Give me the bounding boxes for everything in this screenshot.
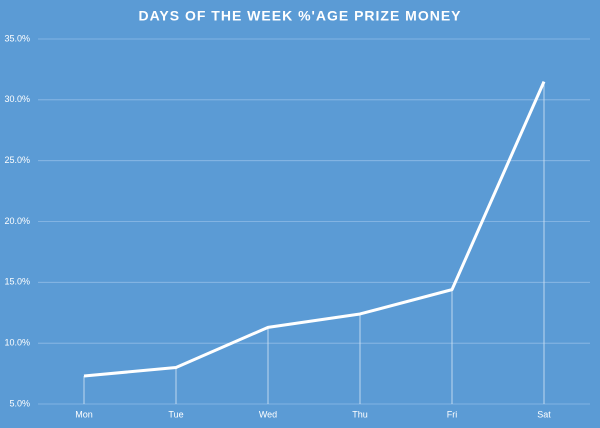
y-tick-label: 5.0%: [9, 398, 30, 408]
x-tick-label: Fri: [447, 409, 458, 419]
x-tick-label: Tue: [168, 409, 183, 419]
x-tick-label: Wed: [259, 409, 277, 419]
y-tick-label: 35.0%: [4, 33, 30, 43]
y-tick-label: 25.0%: [4, 155, 30, 165]
chart-title: DAYS OF THE WEEK %'AGE PRIZE MONEY: [138, 8, 461, 24]
y-tick-label: 15.0%: [4, 277, 30, 287]
y-tick-label: 10.0%: [4, 338, 30, 348]
x-tick-label: Thu: [352, 409, 368, 419]
x-tick-label: Mon: [75, 409, 93, 419]
x-tick-label: Sat: [537, 409, 551, 419]
data-line: [83, 80, 546, 378]
y-tick-label: 30.0%: [4, 94, 30, 104]
y-tick-label: 20.0%: [4, 216, 30, 226]
